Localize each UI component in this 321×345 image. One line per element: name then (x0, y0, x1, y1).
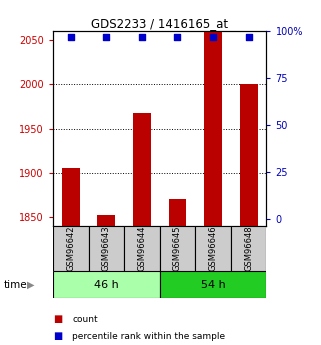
Bar (98, 215, 115, 226)
Text: GSM96645: GSM96645 (173, 226, 182, 271)
Text: ▶: ▶ (27, 280, 35, 289)
Point (211, 34, 216, 39)
Bar (124, 226, 160, 271)
Text: time: time (3, 280, 27, 289)
Bar (133, 112, 151, 226)
Text: 54 h: 54 h (201, 280, 225, 289)
Text: GSM96642: GSM96642 (66, 226, 75, 271)
Bar (204, 0, 222, 226)
Text: ■: ■ (53, 314, 62, 324)
Title: GDS2233 / 1416165_at: GDS2233 / 1416165_at (91, 17, 228, 30)
Bar (160, 271, 266, 298)
Text: GSM96648: GSM96648 (244, 226, 253, 271)
Text: count: count (72, 315, 98, 324)
Point (104, 34, 109, 39)
Bar (169, 199, 187, 226)
Bar (53, 271, 160, 298)
Bar (160, 226, 195, 271)
Bar (195, 226, 231, 271)
Text: 46 h: 46 h (94, 280, 119, 289)
Bar (53, 226, 89, 271)
Text: ■: ■ (53, 332, 62, 341)
Point (139, 34, 144, 39)
Point (246, 34, 251, 39)
Bar (240, 84, 257, 226)
Bar (62, 168, 80, 226)
Point (175, 34, 180, 39)
Text: GSM96644: GSM96644 (137, 226, 146, 271)
Bar (89, 226, 124, 271)
Point (68, 34, 73, 39)
Bar (231, 226, 266, 271)
Text: GSM96643: GSM96643 (102, 226, 111, 271)
Text: percentile rank within the sample: percentile rank within the sample (72, 332, 225, 341)
Text: GSM96646: GSM96646 (209, 226, 218, 271)
